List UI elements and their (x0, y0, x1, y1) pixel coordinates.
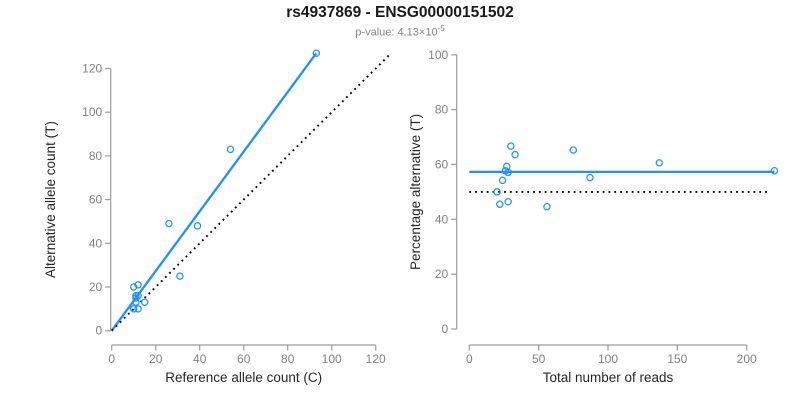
y-tick-label: 100 (428, 48, 448, 62)
figure-subtitle: p-value: 4.13×10-5 (0, 24, 800, 39)
data-point (129, 305, 138, 313)
data-point (132, 294, 140, 302)
y-tick-label: 60 (89, 193, 103, 207)
y-tick-label: 20 (435, 267, 449, 281)
data-point (312, 49, 321, 57)
data-point (655, 159, 664, 167)
x-axis-title: Reference allele count (C) (165, 370, 322, 385)
x-tick-label: 100 (322, 352, 342, 366)
y-tick-label: 0 (442, 322, 449, 336)
data-point (498, 176, 507, 185)
x-tick-label: 0 (108, 352, 115, 366)
x-tick-label: 0 (466, 352, 473, 366)
pvalue-prefix: p-value: (355, 26, 398, 39)
x-tick-label: 50 (532, 352, 546, 366)
data-point (176, 272, 184, 280)
allele-counts-plot: 0 20 40 60 80 100 120 0 20 40 60 80 100 120 Reference … (43, 49, 390, 385)
data-point (132, 298, 140, 307)
y-tick-label: 100 (82, 105, 102, 119)
data-point (165, 219, 173, 228)
x-tick-label: 80 (281, 352, 295, 366)
data-point (140, 298, 149, 307)
x-tick-label: 150 (667, 352, 687, 366)
data-point (193, 222, 202, 230)
y-axis-title: Percentage alternative (T) (408, 114, 423, 270)
data-point (134, 281, 142, 289)
percentage-vs-reads-plot: 0 20 40 60 80 100 0 50 100 150 200 Total number of … (408, 48, 779, 385)
pvalue-mantissa: 4.13×10 (397, 26, 438, 39)
data-point (770, 167, 779, 175)
fit-line (110, 52, 318, 332)
x-tick-label: 100 (598, 352, 618, 366)
y-axis-title: Alternative allele count (T) (43, 121, 58, 278)
y-tick-label: 0 (96, 324, 103, 338)
y-tick-label: 20 (89, 280, 103, 294)
data-point (569, 146, 578, 154)
y-tick-label: 120 (82, 62, 102, 76)
y-tick-label: 40 (435, 212, 449, 226)
figure-title: rs4937869 - ENSG00000151502 (286, 4, 514, 21)
pvalue-exponent: -5 (437, 24, 445, 33)
data-point (504, 168, 512, 177)
data-point (129, 283, 138, 291)
data-point (226, 145, 235, 154)
data-point (134, 292, 142, 300)
x-axis-title: Total number of reads (543, 370, 674, 385)
y-tick-label: 80 (435, 103, 449, 117)
data-point (496, 200, 504, 208)
y-tick-label: 40 (89, 236, 103, 250)
data-point (586, 173, 594, 182)
identity-line (111, 54, 390, 332)
data-point (504, 198, 512, 206)
data-point (507, 142, 515, 150)
y-tick-label: 80 (89, 149, 103, 163)
data-point (511, 150, 519, 159)
x-tick-label: 200 (737, 352, 757, 366)
data-point (493, 188, 501, 196)
data-point (543, 202, 551, 211)
x-tick-label: 120 (366, 352, 386, 366)
x-tick-label: 20 (149, 352, 163, 366)
y-tick-label: 60 (435, 157, 449, 171)
x-tick-label: 40 (193, 352, 207, 366)
x-tick-label: 60 (237, 352, 251, 366)
data-point (134, 305, 142, 313)
